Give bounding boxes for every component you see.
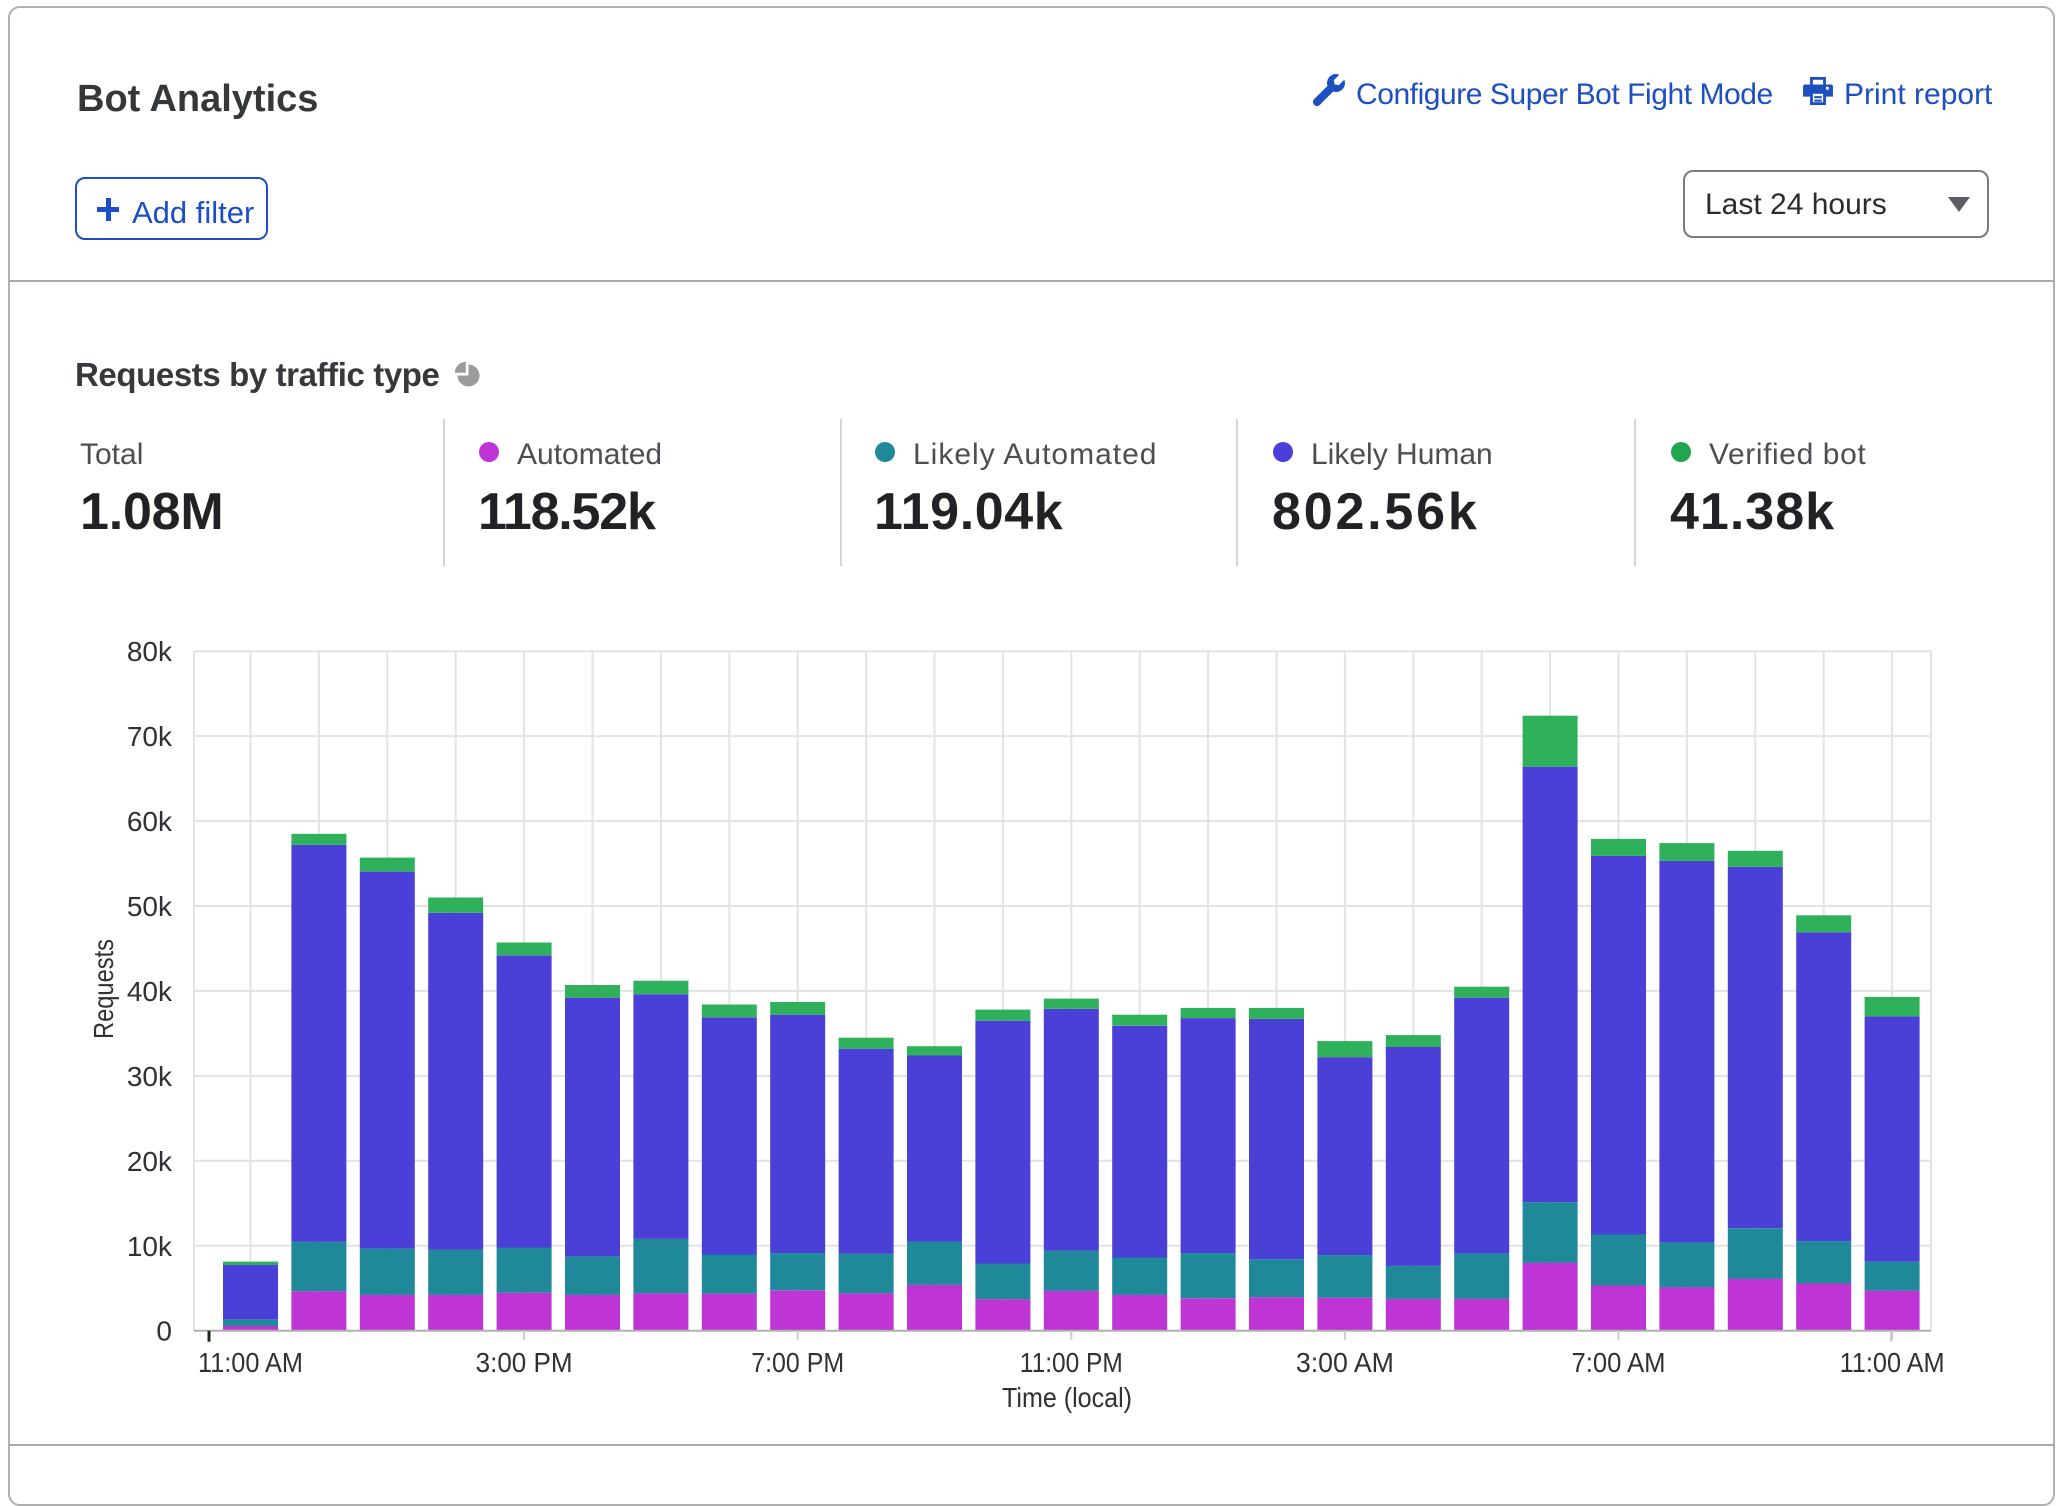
svg-text:10k: 10k: [127, 1231, 173, 1262]
svg-text:3:00 PM: 3:00 PM: [476, 1347, 573, 1378]
svg-text:Time (local): Time (local): [1002, 1382, 1132, 1413]
svg-text:11:00 PM: 11:00 PM: [1020, 1347, 1123, 1378]
svg-text:40k: 40k: [127, 976, 173, 1007]
svg-text:0: 0: [156, 1316, 172, 1347]
svg-text:11:00 AM: 11:00 AM: [198, 1347, 303, 1378]
svg-text:60k: 60k: [127, 806, 173, 837]
svg-text:Requests: Requests: [88, 939, 119, 1039]
svg-text:7:00 PM: 7:00 PM: [751, 1347, 844, 1378]
svg-text:50k: 50k: [127, 891, 173, 922]
svg-text:70k: 70k: [127, 721, 173, 752]
svg-text:80k: 80k: [127, 636, 173, 667]
svg-text:30k: 30k: [127, 1061, 173, 1092]
svg-text:3:00 AM: 3:00 AM: [1296, 1347, 1394, 1378]
svg-text:20k: 20k: [127, 1146, 173, 1177]
svg-text:11:00 AM: 11:00 AM: [1840, 1347, 1945, 1378]
svg-text:7:00 AM: 7:00 AM: [1572, 1347, 1666, 1378]
